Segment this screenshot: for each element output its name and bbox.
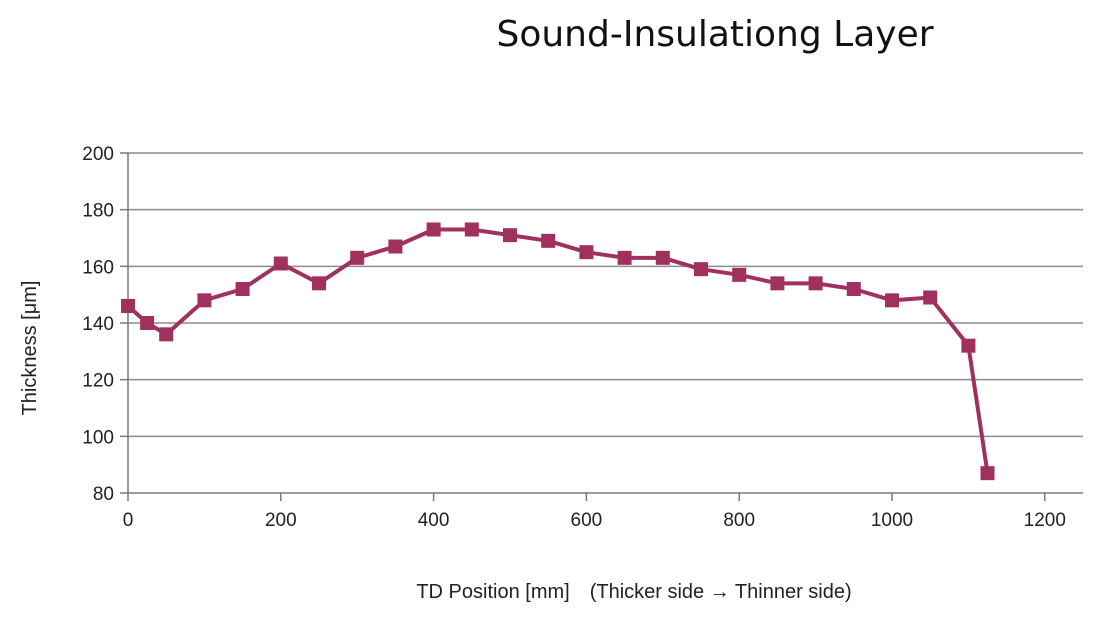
data-point-marker bbox=[770, 276, 785, 291]
y-tick-label: 80 bbox=[93, 484, 114, 505]
data-point-marker bbox=[961, 338, 976, 353]
data-point-marker bbox=[235, 282, 250, 296]
data-point-marker bbox=[808, 276, 823, 291]
data-point-marker bbox=[885, 293, 899, 308]
data-point-marker bbox=[503, 228, 517, 243]
y-tick-labels: 80 100 120 140 160 180 200 bbox=[82, 144, 114, 505]
gridlines bbox=[128, 152, 1083, 438]
x-tick-label: 0 bbox=[123, 510, 134, 531]
y-tick-label: 140 bbox=[82, 314, 114, 335]
data-point-marker bbox=[541, 233, 556, 248]
y-tick-label: 200 bbox=[82, 144, 114, 165]
x-tick-label: 1200 bbox=[1024, 510, 1066, 531]
y-axis-label: Thickness [μm] bbox=[19, 281, 41, 416]
data-point-marker bbox=[426, 222, 441, 237]
data-point-marker bbox=[980, 466, 995, 481]
data-point-marker bbox=[140, 316, 155, 330]
series-thickness bbox=[121, 222, 995, 481]
data-point-marker bbox=[350, 250, 365, 265]
x-tick-label: 400 bbox=[418, 510, 450, 531]
y-tick-label: 180 bbox=[82, 201, 114, 222]
x-tick-labels: 0 200 400 600 800 1000 1200 bbox=[123, 510, 1066, 531]
data-point-marker bbox=[923, 290, 938, 305]
data-point-marker bbox=[121, 299, 135, 313]
data-point-marker bbox=[732, 267, 747, 282]
data-point-marker bbox=[312, 276, 326, 291]
data-point-marker bbox=[388, 239, 403, 254]
data-point-marker bbox=[655, 250, 670, 265]
y-tick-label: 160 bbox=[82, 257, 114, 278]
data-point-marker bbox=[464, 222, 479, 237]
x-axis-label: TD Position [mm] (Thicker side → Thinner… bbox=[416, 581, 851, 603]
axes bbox=[120, 152, 1083, 501]
data-point-marker bbox=[159, 327, 174, 342]
y-tick-label: 100 bbox=[82, 427, 114, 448]
chart-title: Sound-Insulationg Layer bbox=[496, 14, 933, 55]
data-point-marker bbox=[846, 282, 861, 296]
data-point-marker bbox=[273, 256, 288, 271]
data-point-marker bbox=[694, 262, 708, 277]
data-point-marker bbox=[197, 293, 212, 308]
y-tick-label: 120 bbox=[82, 371, 114, 392]
x-tick-label: 800 bbox=[723, 510, 755, 531]
data-point-marker bbox=[617, 250, 632, 265]
x-tick-label: 1000 bbox=[871, 510, 913, 531]
x-tick-label: 200 bbox=[265, 510, 297, 531]
x-tick-label: 600 bbox=[571, 510, 603, 531]
data-point-marker bbox=[579, 245, 594, 260]
